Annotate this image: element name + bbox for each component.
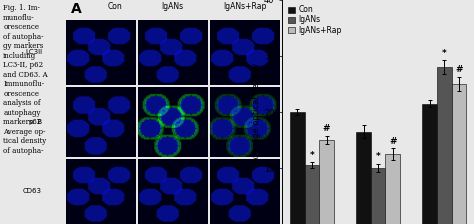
Text: A: A bbox=[71, 2, 81, 16]
Legend: Con, IgANs, IgANs+Rap: Con, IgANs, IgANs+Rap bbox=[286, 4, 343, 36]
Bar bbox=[305, 165, 319, 224]
Bar bbox=[319, 140, 334, 224]
Text: Con: Con bbox=[107, 2, 122, 11]
Text: IgANs: IgANs bbox=[162, 2, 184, 11]
Text: #: # bbox=[323, 124, 330, 133]
Y-axis label: Average optical density: Average optical density bbox=[252, 62, 261, 162]
Text: #: # bbox=[389, 137, 396, 146]
Bar bbox=[356, 131, 371, 224]
Bar bbox=[371, 168, 385, 224]
Text: *: * bbox=[442, 49, 447, 58]
Text: #: # bbox=[455, 65, 463, 74]
Bar bbox=[422, 103, 437, 224]
Text: LC3II: LC3II bbox=[25, 49, 42, 55]
Bar bbox=[452, 84, 466, 224]
Bar bbox=[385, 154, 400, 224]
Bar bbox=[437, 67, 452, 224]
Text: *: * bbox=[376, 152, 381, 161]
Text: *: * bbox=[310, 151, 314, 159]
Text: p62: p62 bbox=[29, 119, 42, 125]
Bar bbox=[290, 112, 305, 224]
Text: CD63: CD63 bbox=[23, 188, 42, 194]
Text: IgANs+Rap: IgANs+Rap bbox=[223, 2, 266, 11]
Text: Fig. 1. Im-
munoflu-
orescence
of autopha-
gy markers
including
LC3-II, p62
and : Fig. 1. Im- munoflu- orescence of autoph… bbox=[3, 4, 48, 155]
